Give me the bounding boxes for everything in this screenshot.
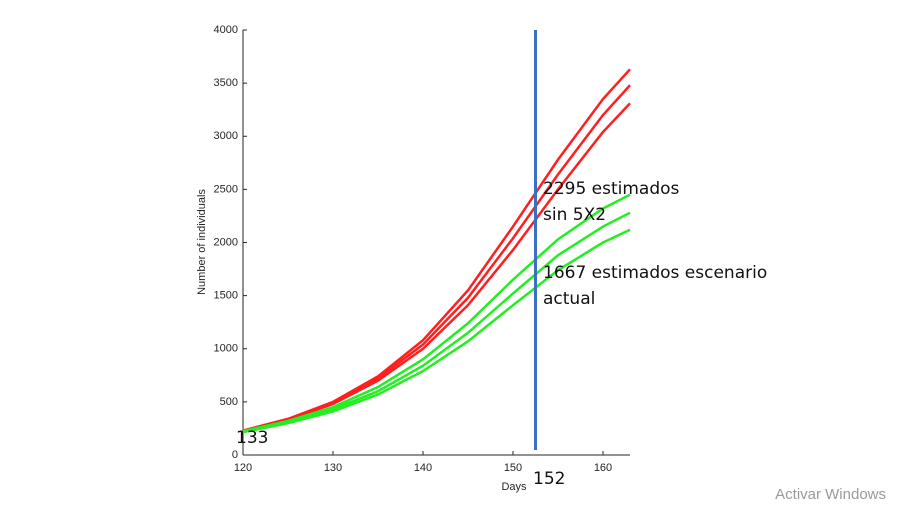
x-tick-label: 140 — [414, 462, 432, 474]
y-tick-label: 3500 — [214, 77, 238, 89]
line-series — [242, 193, 631, 433]
y-tick-label: 1500 — [214, 290, 238, 302]
line-series — [242, 211, 631, 433]
watermark: Activar Windows — [775, 486, 886, 503]
y-tick-label: 4000 — [214, 24, 238, 36]
line-series — [242, 102, 631, 433]
y-tick-label: 3000 — [214, 130, 238, 142]
y-tick-label: 2500 — [214, 183, 238, 195]
annotation: actual — [543, 289, 595, 309]
y-tick-label: 500 — [220, 396, 238, 408]
y-axis-label: Number of individuals — [196, 189, 208, 295]
line-series — [242, 68, 631, 432]
x-tick-label: 120 — [234, 462, 252, 474]
y-tick-label: 0 — [232, 449, 238, 461]
x-axis-label: Days — [501, 481, 527, 493]
plot: 0 500 1000 1500 2000 2500 3000 3500 4000 120 130 14… — [214, 24, 631, 474]
annotation: sin 5X2 — [543, 205, 606, 225]
y-tick-label: 1000 — [214, 343, 238, 355]
x-tick-label: 150 — [504, 462, 522, 474]
annotation: 2295 estimados — [543, 179, 680, 199]
x-tick-label: 160 — [594, 462, 612, 474]
line-series — [242, 228, 631, 434]
annotation: 1667 estimados escenario — [543, 263, 767, 283]
annotation: 152 — [533, 469, 565, 489]
annotation: 133 — [236, 428, 268, 448]
x-tick-label: 130 — [324, 462, 342, 474]
y-tick-label: 2000 — [214, 236, 238, 248]
line-series — [242, 84, 631, 433]
